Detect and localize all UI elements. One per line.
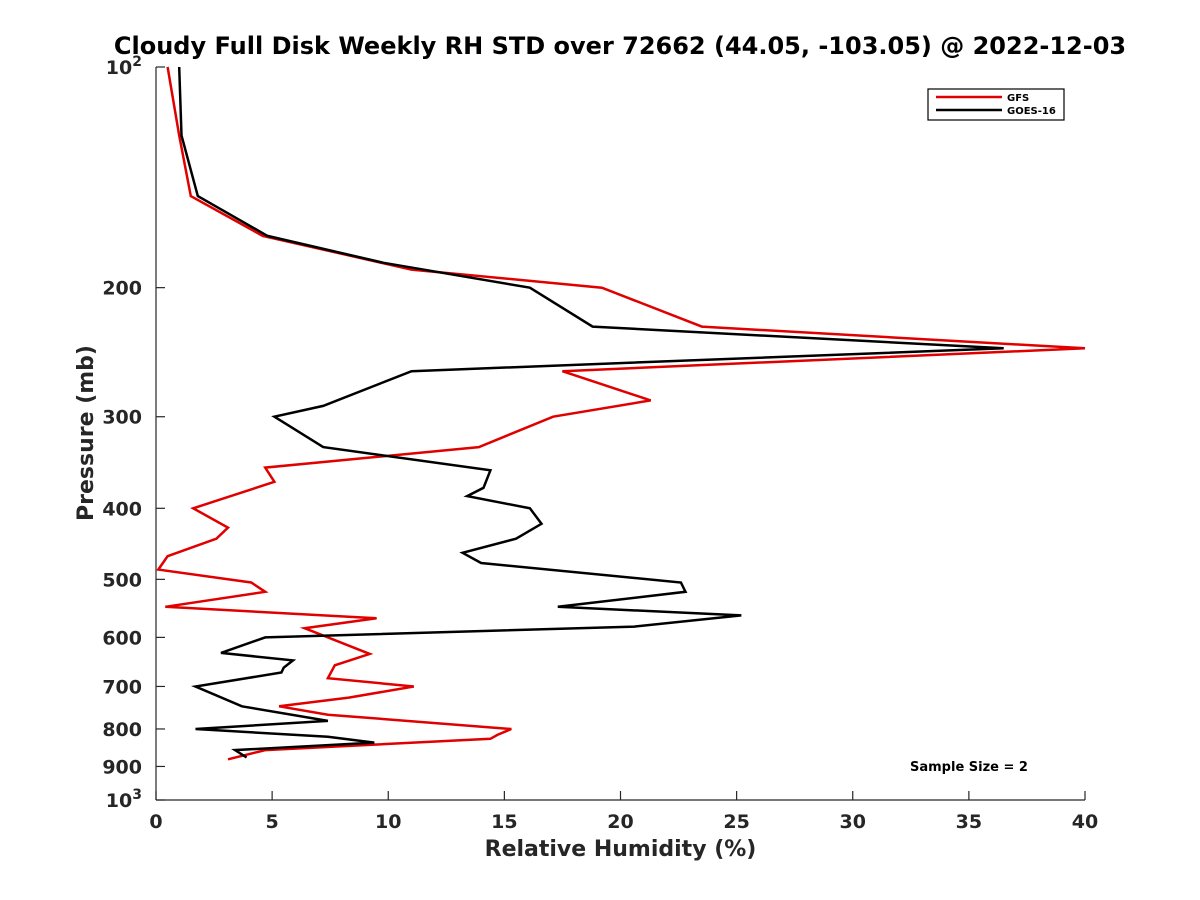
y-axis-ticks: 102 200 300 400 500 600 700 800 900 103 <box>102 54 165 812</box>
x-tick-label: 0 <box>149 811 162 833</box>
y-tick-label: 102 <box>106 54 142 79</box>
y-tick-label: 500 <box>102 569 142 591</box>
x-tick-label: 35 <box>956 811 982 833</box>
legend-label-gfs: GFS <box>1007 93 1029 104</box>
y-tick-label: 900 <box>102 756 142 778</box>
chart-title: Cloudy Full Disk Weekly RH STD over 7266… <box>114 32 1126 60</box>
x-tick-label: 20 <box>607 811 633 833</box>
x-tick-label: 30 <box>840 811 866 833</box>
series-lines <box>156 66 1086 761</box>
x-tick-label: 25 <box>723 811 749 833</box>
y-tick-label: 300 <box>102 407 142 429</box>
y-tick-label: 800 <box>102 719 142 741</box>
y-tick-label: 200 <box>102 278 142 300</box>
legend: GFS GOES-16 <box>927 88 1065 121</box>
x-axis-label: Relative Humidity (%) <box>485 837 757 862</box>
x-tick-label: 10 <box>375 811 401 833</box>
x-tick-label: 5 <box>266 811 279 833</box>
x-tick-label: 15 <box>491 811 517 833</box>
y-tick-label: 400 <box>102 498 142 520</box>
legend-label-goes-16: GOES-16 <box>1007 106 1056 117</box>
legend-box <box>927 88 1065 121</box>
x-tick-label: 40 <box>1072 811 1098 833</box>
sample-size-annotation: Sample Size = 2 <box>910 760 1028 775</box>
series-line-gfs <box>156 66 1086 761</box>
series-line-goes-16 <box>177 66 1004 759</box>
x-axis-ticks: 0 5 10 15 20 25 30 35 40 <box>149 791 1098 833</box>
y-tick-label: 700 <box>102 676 142 698</box>
y-tick-label: 103 <box>106 787 142 812</box>
y-axis-label: Pressure (mb) <box>74 345 99 521</box>
y-tick-label: 600 <box>102 627 142 649</box>
